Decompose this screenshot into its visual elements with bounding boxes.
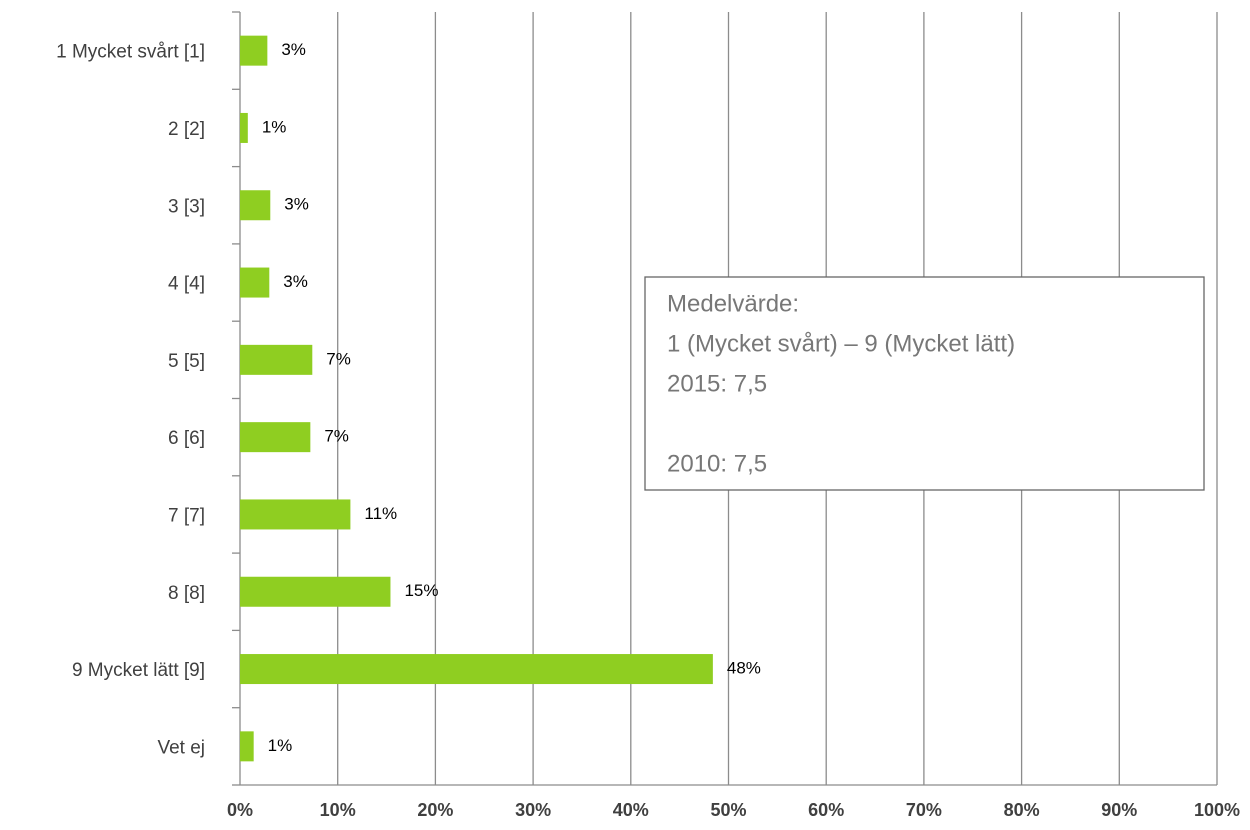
bar [240, 112, 248, 143]
y-tick-label: 4 [4] [168, 274, 205, 295]
x-tick-label: 60% [808, 800, 844, 820]
y-tick-label: 5 [5] [168, 351, 205, 372]
x-tick-label: 100% [1194, 800, 1240, 820]
annotation-text: 1 (Mycket svårt) – 9 (Mycket lätt) [667, 330, 1015, 357]
x-tick-label: 70% [906, 800, 942, 820]
x-tick-label: 90% [1101, 800, 1137, 820]
value-label: 1% [268, 736, 293, 755]
bar [240, 267, 270, 298]
y-tick-label: 8 [8] [168, 583, 205, 604]
bar [240, 576, 391, 607]
value-label: 7% [324, 427, 349, 446]
x-tick-label: 30% [515, 800, 551, 820]
bar [240, 422, 311, 453]
x-tick-label: 80% [1004, 800, 1040, 820]
y-tick-label: 6 [6] [168, 428, 205, 449]
value-label: 15% [404, 581, 438, 600]
bar [240, 731, 254, 762]
y-tick-label: 7 [7] [168, 505, 205, 526]
y-tick-label: 9 Mycket lätt [9] [72, 660, 205, 681]
x-tick-label: 0% [227, 800, 253, 820]
annotation-text: 2010: 7,5 [667, 450, 767, 477]
bar [240, 190, 271, 221]
annotation-box [644, 276, 1205, 491]
x-tick-label: 10% [320, 800, 356, 820]
bar [240, 35, 268, 66]
value-label: 3% [281, 40, 306, 59]
y-tick-label: 3 [3] [168, 196, 205, 217]
y-tick-label: 1 Mycket svårt [1] [56, 42, 205, 63]
bar [240, 344, 313, 375]
bar [240, 654, 713, 685]
value-label: 48% [727, 659, 761, 678]
y-tick-label: Vet ej [157, 737, 205, 758]
annotation-text: Medelvärde: [667, 290, 799, 317]
value-label: 1% [262, 117, 287, 136]
y-tick-label: 2 [2] [168, 119, 205, 140]
value-label: 11% [364, 504, 397, 523]
value-label: 3% [284, 195, 309, 214]
value-label: 3% [283, 272, 308, 291]
bar [240, 499, 351, 530]
x-tick-label: 40% [613, 800, 649, 820]
x-tick-label: 50% [710, 800, 746, 820]
value-label: 7% [326, 349, 351, 368]
x-tick-label: 20% [417, 800, 453, 820]
annotation-text: 2015: 7,5 [667, 370, 767, 397]
